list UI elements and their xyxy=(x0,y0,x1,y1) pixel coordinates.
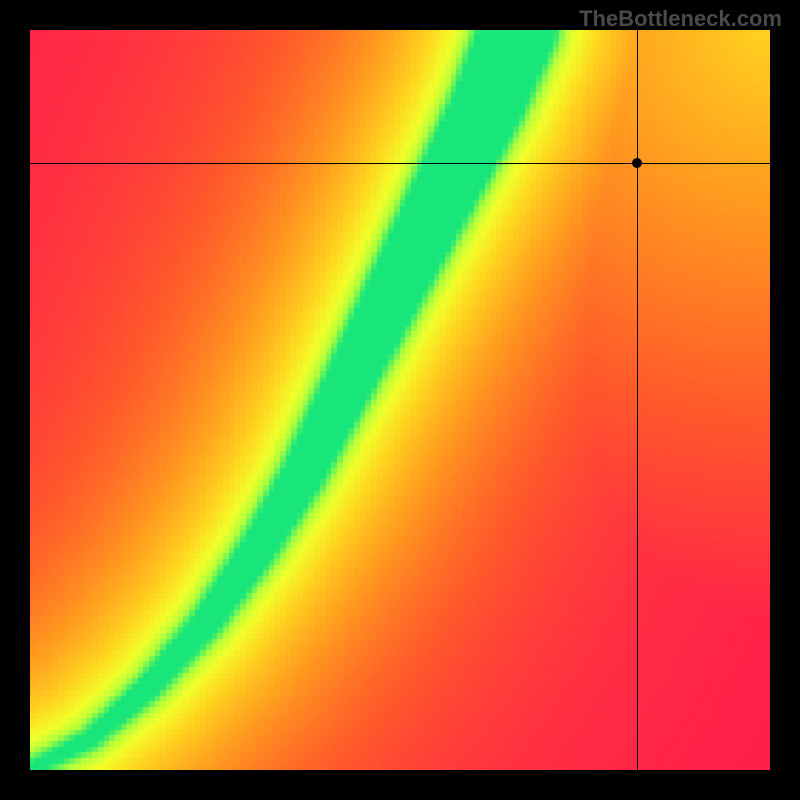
watermark-text: TheBottleneck.com xyxy=(579,6,782,32)
plot-area xyxy=(30,30,770,770)
heatmap-canvas xyxy=(30,30,770,770)
